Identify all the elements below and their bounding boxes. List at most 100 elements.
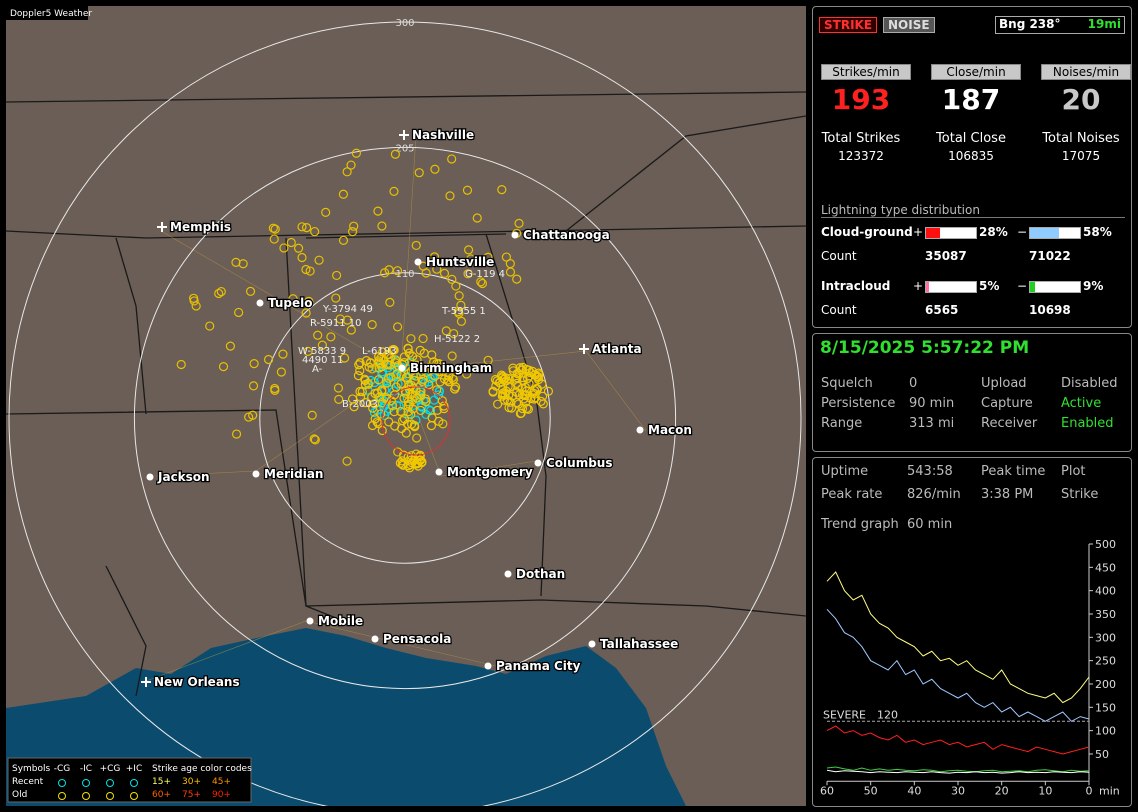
strike-symbol — [408, 365, 418, 375]
strike-symbol — [411, 240, 421, 251]
y-tick-label: 300 — [1095, 631, 1116, 644]
strike-symbol — [369, 407, 380, 418]
strike-symbol — [301, 264, 311, 275]
strike-button[interactable]: STRIKE — [819, 17, 878, 33]
strike-symbol — [408, 351, 418, 362]
plot: Strike — [1061, 487, 1099, 502]
strike-symbol — [522, 386, 532, 396]
legend-symbols: Symbols — [12, 764, 51, 774]
pct-label: 9% — [1083, 279, 1104, 293]
strike-symbol — [518, 376, 528, 386]
city-label: New Orleans — [154, 675, 240, 689]
pct-label: 5% — [979, 279, 1000, 293]
strike-symbol — [415, 345, 425, 355]
city-dot — [256, 299, 264, 307]
y-tick-label: 450 — [1095, 561, 1116, 574]
strike-symbol — [391, 355, 401, 365]
strike-symbol — [406, 419, 417, 429]
legend-symbol — [106, 779, 114, 787]
strike-symbol — [511, 397, 522, 408]
total-value: 123372 — [838, 149, 884, 163]
strike-symbol — [505, 267, 516, 277]
legend-symbol — [106, 792, 114, 800]
strike-symbol — [399, 393, 409, 403]
strike-symbol — [276, 367, 286, 377]
rate-label: Noises/min — [1041, 64, 1131, 80]
strike-symbol — [515, 363, 525, 373]
ring-label: 110 — [395, 269, 414, 280]
count: 35087 — [925, 249, 967, 263]
status-value: Disabled — [1061, 376, 1118, 391]
strike-symbol — [268, 223, 278, 233]
strike-symbol — [406, 380, 417, 390]
strike-symbol — [297, 222, 307, 232]
status-panel: 8/15/2025 5:57:22 PM Squelch 0 Upload Disab… — [812, 333, 1132, 452]
city-dot — [484, 662, 492, 670]
strike-symbol — [368, 403, 378, 413]
strike-symbol — [301, 308, 311, 318]
total-label: Total Strikes — [821, 131, 901, 146]
status-label: Capture — [981, 396, 1033, 411]
strike-symbol — [472, 213, 482, 223]
strike-symbol — [342, 315, 352, 325]
bar-fill — [926, 282, 929, 292]
strike-symbol — [347, 227, 358, 237]
storm-label: B-2003 — [342, 399, 378, 410]
y-tick-label: 350 — [1095, 608, 1116, 621]
severe-value: 120 — [877, 708, 898, 721]
type-name: Cloud-ground — [821, 225, 913, 239]
strike-symbol — [278, 349, 288, 359]
total-label: Total Noises — [1042, 131, 1120, 146]
status-value: Active — [1061, 396, 1102, 411]
noise-button[interactable]: NOISE — [883, 17, 935, 33]
legend-age: 45+ — [212, 777, 231, 787]
strike-symbol — [447, 373, 458, 383]
strike-symbol — [377, 386, 387, 397]
legend-symbol — [58, 792, 66, 800]
strike-symbol — [529, 394, 539, 404]
datetime: 8/15/2025 5:57:22 PM — [820, 338, 1030, 358]
strike-symbol — [438, 419, 448, 429]
strikes — [176, 148, 554, 473]
strike-symbol — [413, 461, 423, 471]
airport-icon — [141, 677, 151, 687]
strike-symbol — [238, 259, 248, 269]
strike-symbol — [326, 332, 336, 342]
strike-symbol — [432, 405, 442, 415]
strike-symbol — [522, 373, 533, 384]
strike-symbol — [342, 167, 352, 177]
strike-symbol — [249, 359, 259, 369]
city-label: Jackson — [157, 470, 210, 484]
strike-symbol — [441, 326, 451, 336]
bar-fill — [926, 228, 940, 238]
strike-symbol — [354, 360, 364, 370]
strike-symbol — [505, 397, 515, 407]
bearing-box: Bng 238° 19mi — [995, 16, 1125, 34]
airport-icon — [157, 222, 167, 232]
bar-frame — [925, 281, 977, 293]
city-dot — [511, 231, 519, 239]
strike-symbol — [387, 401, 398, 411]
strike-symbol — [521, 397, 531, 407]
title-box — [6, 6, 88, 20]
strike-symbol — [376, 376, 386, 386]
strike-symbol — [377, 221, 387, 231]
peak-rate-label: Peak rate — [821, 487, 883, 502]
strike-symbol — [307, 410, 317, 420]
strike-symbol — [231, 429, 242, 439]
strike-symbol — [432, 358, 442, 369]
strike-symbol — [456, 300, 466, 310]
strike-symbol — [430, 164, 440, 174]
strike-symbol — [429, 252, 440, 262]
legend-symbol — [130, 792, 138, 800]
strike-symbol — [303, 346, 313, 356]
strike-symbol — [367, 392, 377, 402]
strike-symbol — [488, 387, 498, 397]
x-tick-label: 10 — [1038, 784, 1052, 797]
strike-symbol — [390, 149, 400, 159]
strike-symbol — [367, 364, 377, 374]
strike-symbol — [427, 350, 437, 360]
x-tick-label: 40 — [907, 784, 921, 797]
